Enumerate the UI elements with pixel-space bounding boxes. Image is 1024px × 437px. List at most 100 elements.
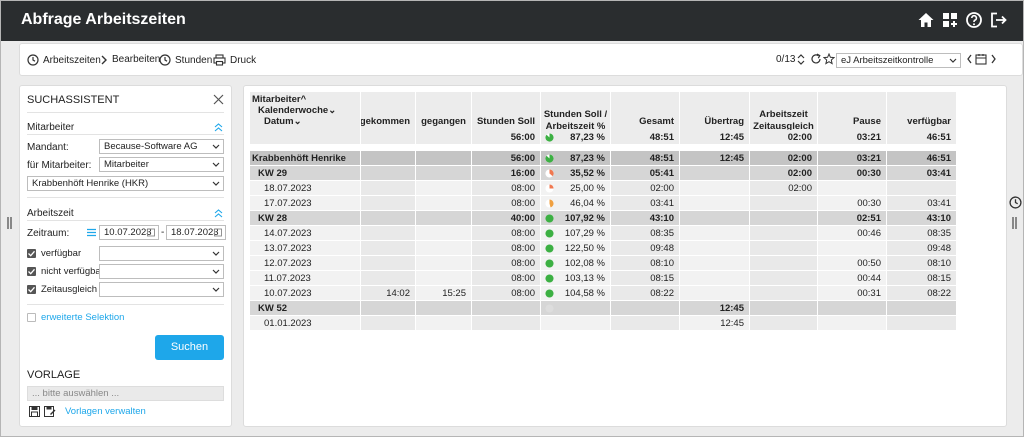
- ratio-indicator: [545, 132, 554, 142]
- prev-icon[interactable]: [966, 53, 973, 65]
- row-target: 08:00: [472, 181, 541, 196]
- row-left: [416, 316, 472, 331]
- header-week[interactable]: Kalenderwoche⌄: [258, 105, 337, 116]
- calendar-icon[interactable]: [975, 53, 987, 65]
- row-label: 10.07.2023: [250, 286, 361, 301]
- extended-selection-link[interactable]: erweiterte Selektion: [41, 312, 125, 323]
- row-pct: 107,92 %: [541, 211, 611, 226]
- table-row-day[interactable]: 01.01.2023 12:45: [250, 316, 957, 331]
- table-row-day[interactable]: 11.07.2023 08:00 103,13 % 08:15 00:44 08:15: [250, 271, 957, 286]
- refresh-icon[interactable]: [810, 53, 822, 65]
- help-icon[interactable]: [965, 11, 985, 31]
- view-select[interactable]: eJ Arbeitszeitkontrolle: [836, 53, 961, 68]
- row-carry: [680, 211, 750, 226]
- period-from-input[interactable]: 10.07.2023: [99, 225, 159, 240]
- calendar-icon[interactable]: [214, 226, 222, 239]
- row-target: 08:00: [472, 286, 541, 301]
- row-pct: 25,00 %: [541, 181, 611, 196]
- manage-templates-link[interactable]: Vorlagen verwalten: [65, 406, 146, 417]
- period-to-input[interactable]: 18.07.2023: [166, 225, 226, 240]
- table-row-week[interactable]: KW 52 12:45: [250, 301, 957, 316]
- home-icon[interactable]: [917, 11, 937, 31]
- left-resize-handle[interactable]: [7, 217, 9, 229]
- row-pct: 103,13 %: [541, 271, 611, 286]
- check-2-select[interactable]: [99, 282, 224, 297]
- mandant-label: Mandant:: [27, 142, 69, 153]
- table-row-day[interactable]: 12.07.2023 08:00 102,08 % 08:10 00:50 08:10: [250, 256, 957, 271]
- sort-updown-icon[interactable]: [797, 53, 805, 66]
- chevron-down-icon: [212, 269, 220, 274]
- next-icon[interactable]: [990, 53, 997, 65]
- table-row-week[interactable]: KW 29 16:00 35,52 % 05:41 02:00 00:30 03:41: [250, 166, 957, 181]
- row-total: 43:10: [611, 211, 680, 226]
- list-menu-icon[interactable]: [87, 228, 96, 240]
- ratio-indicator: [545, 288, 554, 298]
- row-target: [472, 301, 541, 316]
- logout-icon[interactable]: [989, 11, 1009, 31]
- row-came: [361, 316, 416, 331]
- row-pause: [818, 301, 887, 316]
- row-target: 08:00: [472, 226, 541, 241]
- row-pause: 00:46: [818, 226, 887, 241]
- right-resize-handle-line: [1015, 217, 1017, 229]
- check-0-select[interactable]: [99, 246, 224, 261]
- row-pause: 02:51: [818, 211, 887, 226]
- collapse-worktime-icon[interactable]: [214, 209, 223, 221]
- search-button[interactable]: Suchen: [155, 335, 224, 360]
- toolbar-bearbeiten[interactable]: Bearbeiten: [100, 54, 160, 65]
- totals-comp: 02:00: [750, 130, 818, 145]
- row-pause: 00:30: [818, 196, 887, 211]
- for-employee-select[interactable]: Mitarbeiter: [99, 157, 224, 172]
- row-pct: 87,23 %: [541, 151, 611, 166]
- divider: [27, 304, 224, 305]
- table-row-day[interactable]: 17.07.2023 08:00 46,04 % 03:41 00:30 03:41: [250, 196, 957, 211]
- toolbar-stunden[interactable]: Stunden: [159, 54, 212, 66]
- check-1-select[interactable]: [99, 264, 224, 279]
- check-1-checkbox[interactable]: [27, 267, 36, 276]
- check-2-checkbox[interactable]: [27, 285, 36, 294]
- toolbar-druck[interactable]: Druck: [213, 54, 256, 66]
- row-target: [472, 316, 541, 331]
- close-icon[interactable]: [213, 94, 224, 108]
- totals-total: 48:51: [611, 130, 680, 145]
- ratio-indicator: [545, 243, 554, 253]
- employee-select[interactable]: Krabbenhöft Henrike (HKR): [27, 176, 224, 191]
- calendar-icon[interactable]: [147, 226, 155, 239]
- check-0-checkbox[interactable]: [27, 249, 36, 258]
- save-as-icon[interactable]: [44, 406, 56, 420]
- template-select[interactable]: ... bitte auswählen ...: [27, 386, 224, 401]
- collapse-employee-icon[interactable]: [214, 123, 223, 135]
- row-avail: 03:41: [887, 196, 957, 211]
- divider: [27, 134, 224, 135]
- clock-icon[interactable]: [1009, 196, 1022, 212]
- row-pct: 102,08 %: [541, 256, 611, 271]
- right-resize-handle[interactable]: [1012, 217, 1014, 229]
- ratio-indicator: [545, 228, 554, 238]
- row-comp: [750, 256, 818, 271]
- table-row-week[interactable]: KW 28 40:00 107,92 % 43:10 02:51 43:10: [250, 211, 957, 226]
- header-employee[interactable]: Mitarbeiter^: [252, 94, 307, 105]
- mandant-select[interactable]: Because-Software AG: [99, 139, 224, 154]
- row-pause: 00:31: [818, 286, 887, 301]
- table-row-day[interactable]: 10.07.2023 14:02 15:25 08:00 104,58 % 08:22 00…: [250, 286, 957, 301]
- toolbar-arbeitszeiten[interactable]: Arbeitszeiten: [27, 54, 101, 66]
- table-row-day[interactable]: 18.07.2023 08:00 25,00 % 02:00 02:00: [250, 181, 957, 196]
- period-label: Zeitraum:: [27, 228, 70, 239]
- left-resize-handle-line: [10, 217, 12, 229]
- row-total: 08:22: [611, 286, 680, 301]
- row-comp: 02:00: [750, 166, 818, 181]
- table-row-day[interactable]: 13.07.2023 08:00 122,50 % 09:48 09:48: [250, 241, 957, 256]
- row-pct: 104,58 %: [541, 286, 611, 301]
- header-date[interactable]: Datum⌄: [264, 116, 302, 127]
- table-row-employee[interactable]: Krabbenhöft Henrike 56:00 87,23 % 48:51 12:4…: [250, 151, 957, 166]
- table-row-day[interactable]: 14.07.2023 08:00 107,29 % 08:35 00:46 08:35: [250, 226, 957, 241]
- star-icon[interactable]: [823, 53, 835, 65]
- chevron-down-icon: [212, 251, 220, 256]
- extended-selection-checkbox[interactable]: [27, 313, 36, 322]
- row-target: 08:00: [472, 256, 541, 271]
- row-pause: [818, 316, 887, 331]
- row-target: 16:00: [472, 166, 541, 181]
- dashboard-add-icon[interactable]: [941, 11, 961, 31]
- save-icon[interactable]: [29, 406, 40, 420]
- row-label: 11.07.2023: [250, 271, 361, 286]
